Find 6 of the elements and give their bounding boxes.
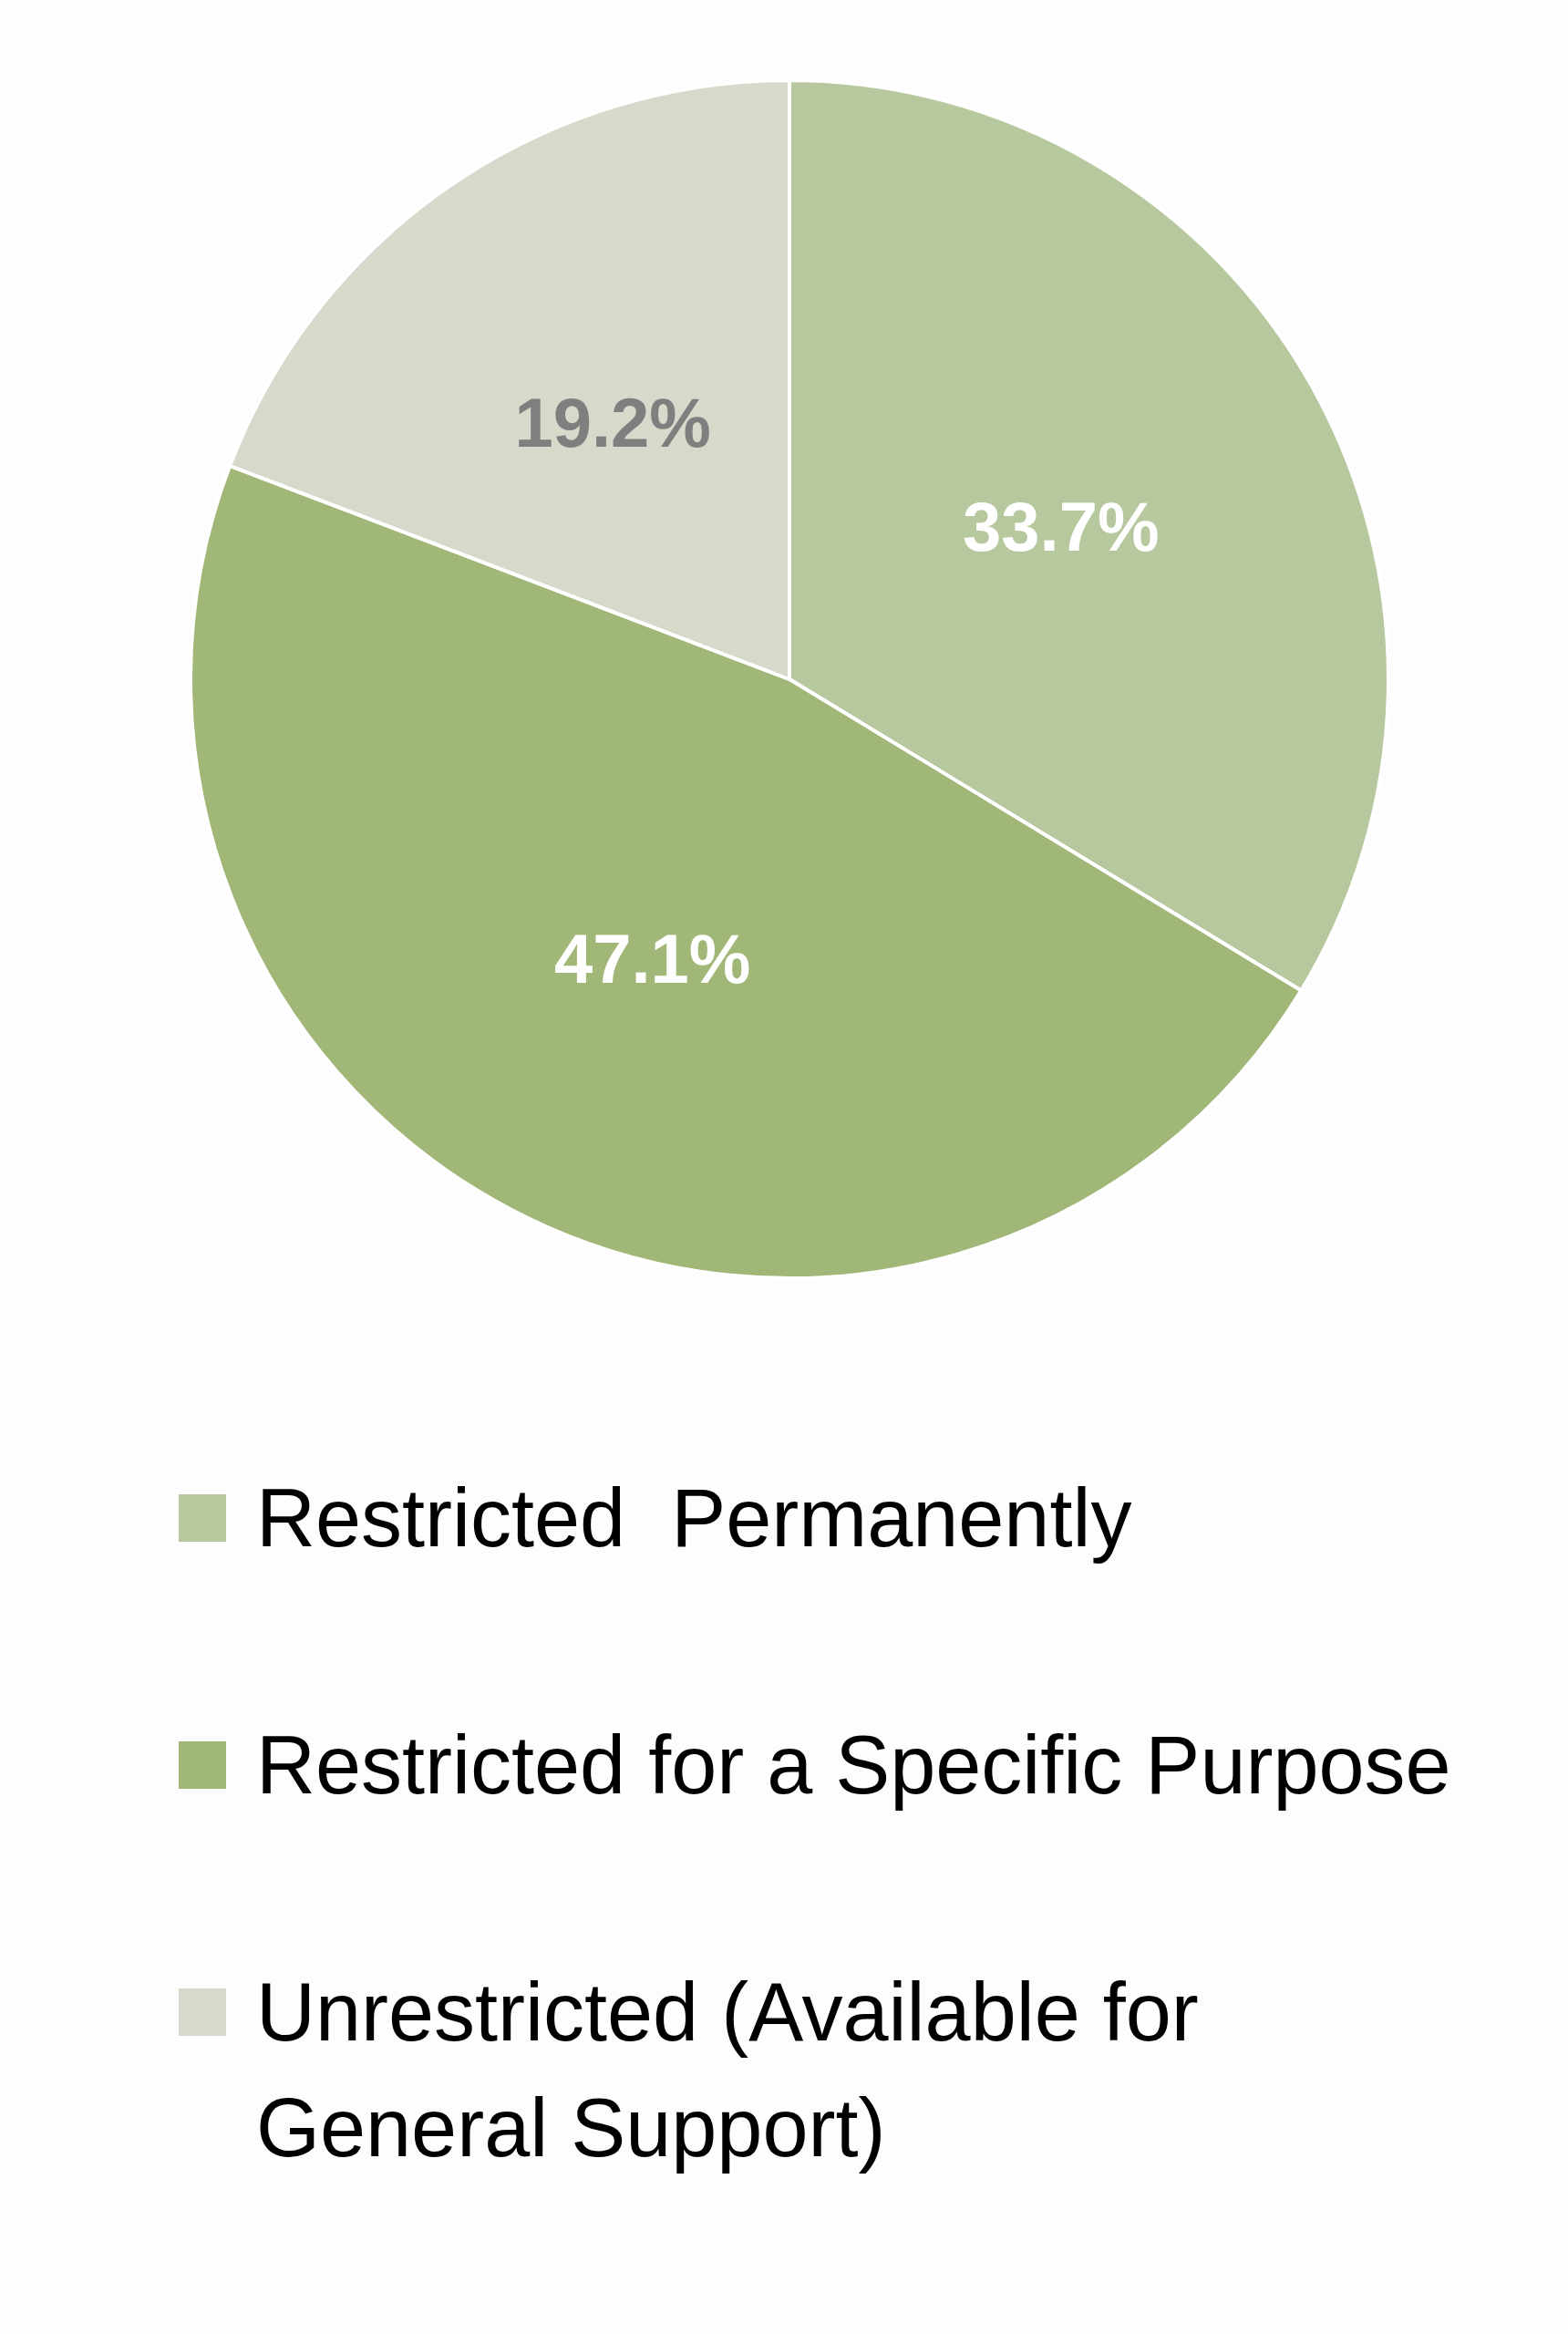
data-label: 33.7% xyxy=(963,488,1160,566)
data-label: 47.1% xyxy=(553,920,751,998)
legend-label: Restricted Permanently xyxy=(256,1472,1133,1565)
legend-label: Restricted for a Specific Purpose xyxy=(256,1719,1452,1812)
data-label: 19.2% xyxy=(514,384,711,462)
legend-label: Unrestricted (Available for General Support) xyxy=(256,1966,1200,2175)
